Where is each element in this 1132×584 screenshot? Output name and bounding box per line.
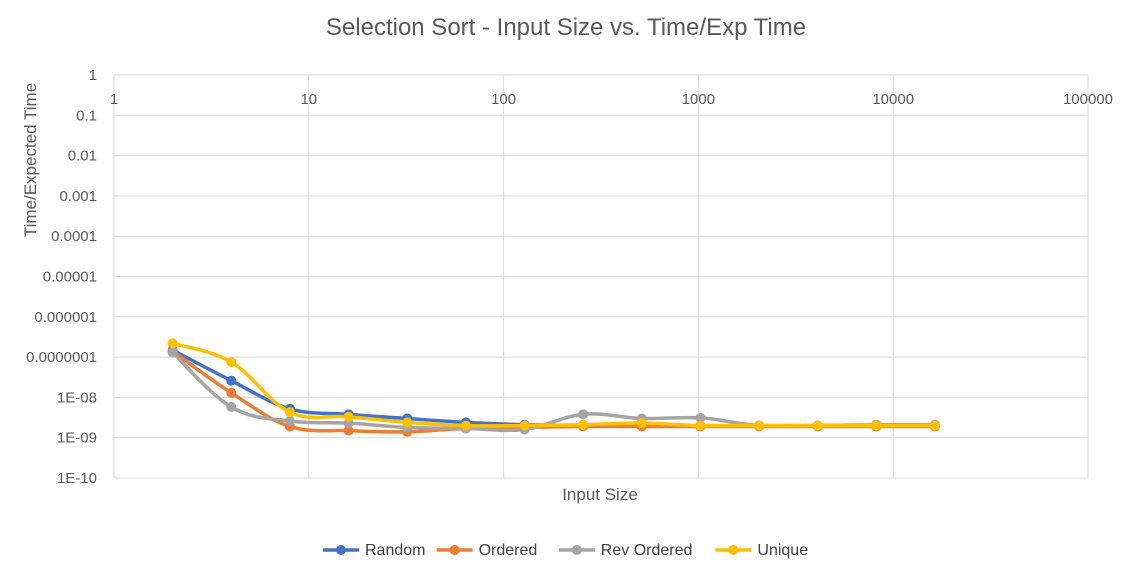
data-point-unique	[402, 417, 413, 428]
legend: Random Ordered Rev Ordered Unique	[323, 542, 808, 559]
data-point-unique	[226, 357, 237, 368]
legend-label: Random	[365, 542, 425, 559]
legend-item-ordered: Ordered	[436, 542, 538, 559]
legend-swatch-marker	[728, 545, 739, 555]
y-tick-label: 1E-10	[57, 470, 97, 487]
x-axis-ticks: 1 10 100 1000 10000 100000	[110, 91, 1113, 108]
data-point-unique	[812, 420, 823, 431]
legend-swatch-marker	[571, 545, 582, 555]
data-point-unique	[519, 420, 530, 431]
data-point-unique	[167, 338, 178, 349]
x-tick-label: 100	[491, 91, 516, 108]
y-axis-label: Time/Expected Time	[21, 83, 40, 237]
data-point-unique	[871, 420, 882, 431]
series-rev-ordered	[167, 347, 940, 435]
y-tick-label: 0.000001	[34, 309, 97, 326]
legend-item-random: Random	[323, 542, 425, 559]
data-point-unique	[578, 419, 589, 430]
data-point-rev-ordered	[226, 401, 237, 412]
chart-title: Selection Sort - Input Size vs. Time/Exp…	[326, 14, 806, 41]
legend-item-rev-ordered: Rev Ordered	[558, 542, 693, 559]
legend-swatch-marker	[449, 545, 460, 555]
x-tick-label: 1000	[682, 91, 715, 108]
data-point-unique	[343, 411, 354, 422]
data-point-random	[226, 375, 237, 386]
data-point-rev-ordered	[695, 412, 706, 423]
y-tick-label: 0.0001	[51, 228, 97, 245]
y-tick-label: 1E-08	[57, 389, 97, 406]
legend-label: Rev Ordered	[601, 542, 693, 559]
x-axis-label: Input Size	[562, 485, 638, 504]
y-axis-ticks: 1 0.1 0.01 0.001 0.0001 0.00001 0.000001 0.0000…	[26, 67, 97, 487]
data-point-rev-ordered	[284, 415, 295, 426]
data-point-unique	[929, 420, 940, 431]
x-tick-label: 1	[110, 91, 118, 108]
data-point-ordered	[343, 425, 354, 436]
legend-label: Unique	[757, 542, 808, 559]
series-random	[167, 345, 940, 431]
legend-item-unique: Unique	[715, 542, 808, 559]
data-point-unique	[284, 407, 295, 418]
data-point-unique	[636, 418, 647, 429]
data-point-unique	[695, 420, 706, 431]
series-unique	[167, 338, 940, 431]
y-tick-label: 0.001	[59, 188, 97, 205]
data-point-rev-ordered	[578, 409, 589, 420]
data-point-ordered	[226, 387, 237, 398]
x-tick-label: 10	[300, 91, 317, 108]
x-tick-label: 100000	[1063, 91, 1113, 108]
data-point-unique	[754, 420, 765, 431]
y-tick-label: 0.1	[76, 107, 97, 124]
legend-swatch-marker	[336, 545, 346, 555]
grid	[113, 74, 1089, 479]
data-point-rev-ordered	[167, 347, 178, 358]
y-tick-label: 0.00001	[43, 269, 97, 286]
x-tick-label: 10000	[872, 91, 914, 108]
legend-label: Ordered	[479, 542, 538, 559]
y-tick-label: 1	[89, 67, 97, 84]
data-point-unique	[460, 420, 471, 431]
y-tick-label: 1E-09	[57, 430, 97, 447]
y-tick-label: 0.01	[68, 148, 97, 165]
series	[167, 338, 940, 437]
y-tick-label: 0.0000001	[26, 349, 97, 366]
